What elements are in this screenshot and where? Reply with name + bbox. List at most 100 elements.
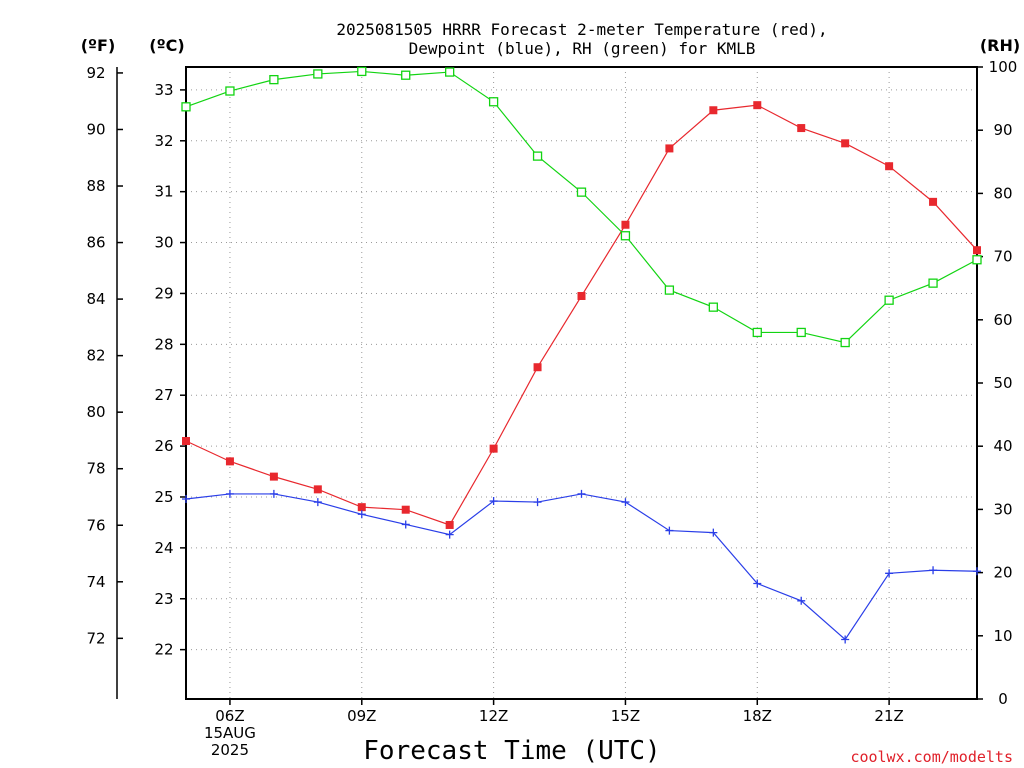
dewpoint-point xyxy=(313,498,322,507)
dewpoint-point xyxy=(577,489,586,498)
rh-line xyxy=(185,70,978,344)
x-tick-label: 15Z xyxy=(611,707,640,725)
rh-point xyxy=(181,102,191,112)
temperature-line xyxy=(185,104,978,526)
celsius-tick-label: 28 xyxy=(154,335,173,353)
rh-point xyxy=(401,70,411,80)
rh-tick-label: 80 xyxy=(993,184,1012,202)
celsius-tick-label: 27 xyxy=(154,386,173,404)
temperature-point xyxy=(182,437,190,446)
dewpoint-point xyxy=(489,497,498,506)
celsius-tick-label: 30 xyxy=(154,234,173,252)
rh-point xyxy=(225,86,235,96)
temperature-point xyxy=(709,106,718,115)
rh-point xyxy=(972,255,982,265)
temperature-point xyxy=(489,444,498,453)
plot-frame xyxy=(185,66,978,700)
celsius-tick-label: 33 xyxy=(154,81,173,99)
rh-tick-label: 0 xyxy=(998,690,1008,708)
fahrenheit-tick-label: 72 xyxy=(86,629,105,647)
x-tick-label: 2025 xyxy=(211,741,249,759)
dewpoint-point xyxy=(621,498,630,507)
fahrenheit-tick-label: 80 xyxy=(86,403,105,421)
celsius-tick-label: 31 xyxy=(154,183,173,201)
temperature-point xyxy=(313,485,322,494)
rh-point xyxy=(488,97,499,107)
celsius-tick-label: 29 xyxy=(154,284,173,302)
x-tick-label: 15AUG xyxy=(204,724,256,742)
celsius-tick-label: 32 xyxy=(154,132,173,150)
x-tick-label: 06Z xyxy=(215,707,244,725)
temperature-point xyxy=(533,363,542,372)
rh-point xyxy=(532,151,543,161)
rh-tick-label: 10 xyxy=(993,627,1012,645)
dewpoint-point xyxy=(357,510,366,519)
dewpoint-point xyxy=(533,498,542,507)
temperature-point xyxy=(577,291,586,300)
rh-point xyxy=(664,285,675,295)
celsius-tick-label: 25 xyxy=(154,488,173,506)
rh-point xyxy=(708,302,718,312)
rh-point xyxy=(796,327,806,338)
rh-point xyxy=(576,187,587,197)
x-tick-label: 09Z xyxy=(347,707,376,725)
fahrenheit-tick-label: 86 xyxy=(86,234,105,252)
chart-subtitle: Dewpoint (blue), RH (green) for KMLB xyxy=(409,39,756,58)
celsius-tick-label: 24 xyxy=(154,539,173,557)
dewpoint-point xyxy=(401,520,410,529)
fahrenheit-tick-label: 76 xyxy=(86,516,105,534)
fahrenheit-tick-label: 74 xyxy=(86,573,105,591)
rh-point xyxy=(445,67,455,77)
grid-lines xyxy=(186,67,977,699)
rh-point xyxy=(357,66,367,77)
temperature-point xyxy=(885,162,894,171)
x-tick-label: 12Z xyxy=(479,707,508,725)
dewpoint-point xyxy=(797,596,806,605)
fahrenheit-unit-label: (ºF) xyxy=(81,36,116,55)
dewpoint-point xyxy=(929,566,938,575)
temperature-point xyxy=(665,144,674,153)
dewpoint-point xyxy=(885,569,894,578)
celsius-tick-label: 26 xyxy=(154,437,173,455)
dewpoint-point xyxy=(182,495,190,504)
dewpoint-point xyxy=(269,489,278,498)
temperature-point xyxy=(929,197,938,206)
dewpoint-line xyxy=(185,493,978,641)
axes: 22 23 24 25 26 27 28 29 30 31 32 33 72 74 76 78 80 82 84 86… xyxy=(86,58,1017,759)
temperature-point xyxy=(753,101,762,110)
rh-point xyxy=(620,231,631,241)
rh-tick-label: 60 xyxy=(993,311,1012,329)
fahrenheit-tick-label: 92 xyxy=(86,64,105,82)
temperature-point xyxy=(973,246,981,255)
fahrenheit-tick-label: 78 xyxy=(86,460,105,478)
dewpoint-point xyxy=(841,635,850,644)
temperature-point xyxy=(225,457,234,466)
dewpoint-point xyxy=(445,530,454,539)
temperature-point xyxy=(621,220,630,229)
rh-tick-label: 20 xyxy=(993,564,1012,582)
rh-point xyxy=(313,69,323,79)
rh-unit-label: (RH) xyxy=(980,36,1020,55)
rh-tick-label: 30 xyxy=(993,500,1012,518)
temperature-point xyxy=(401,505,410,514)
x-tick-label: 18Z xyxy=(743,707,772,725)
temperature-point xyxy=(797,124,806,133)
rh-tick-label: 40 xyxy=(993,437,1012,455)
fahrenheit-tick-label: 84 xyxy=(86,290,105,308)
temperature-point xyxy=(445,520,454,529)
celsius-tick-label: 23 xyxy=(154,590,173,608)
dewpoint-point xyxy=(665,526,674,535)
temperature-point xyxy=(841,139,850,148)
rh-tick-label: 70 xyxy=(993,248,1012,266)
x-tick-label: 21Z xyxy=(874,707,903,725)
celsius-unit-label: (ºC) xyxy=(149,36,184,55)
dewpoint-point xyxy=(709,528,718,537)
rh-tick-label: 100 xyxy=(989,58,1018,76)
credit-label: coolwx.com/modelts xyxy=(850,748,1013,766)
fahrenheit-tick-label: 90 xyxy=(86,120,105,138)
temperature-point xyxy=(357,503,366,512)
dewpoint-point xyxy=(973,567,981,576)
series-lines xyxy=(181,66,982,644)
fahrenheit-tick-label: 82 xyxy=(86,347,105,365)
